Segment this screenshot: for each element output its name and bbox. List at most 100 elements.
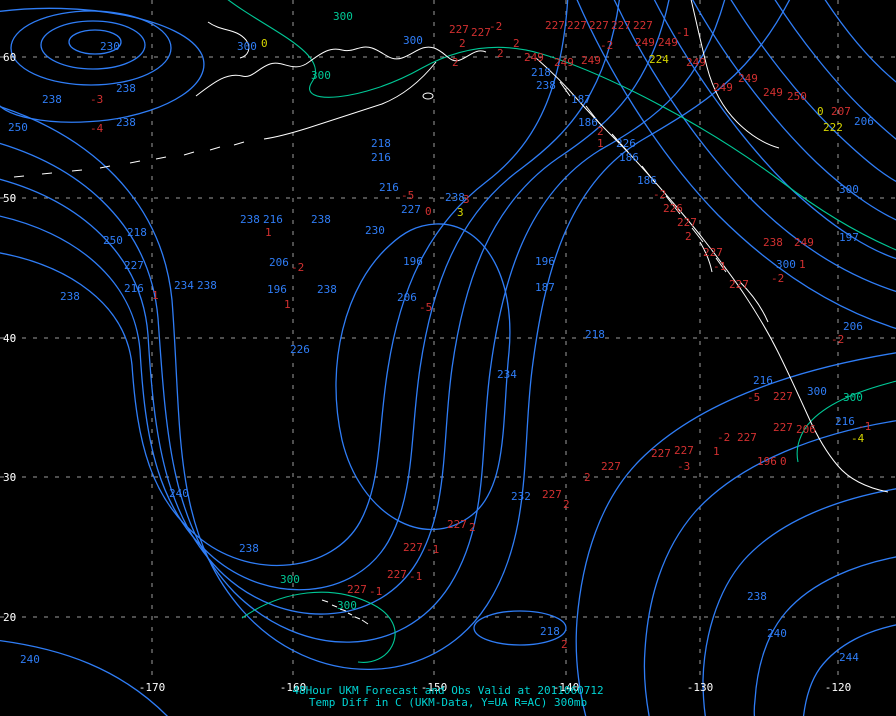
station-value: -2 bbox=[831, 333, 844, 346]
grid-lines bbox=[0, 0, 896, 676]
station-value: 2 bbox=[597, 125, 604, 138]
station-value: 196 bbox=[403, 255, 423, 268]
station-value: 249 bbox=[635, 36, 655, 49]
station-value: 1 bbox=[265, 226, 272, 239]
station-value: 238 bbox=[747, 590, 767, 603]
station-value: 240 bbox=[20, 653, 40, 666]
station-value: 2 bbox=[584, 471, 591, 484]
station-value: 0 bbox=[780, 455, 787, 468]
station-value: 227 bbox=[773, 390, 793, 403]
station-value: 238 bbox=[311, 213, 331, 226]
station-value: 227 bbox=[567, 19, 587, 32]
coastline-islands bbox=[559, 81, 769, 323]
station-value: -3 bbox=[90, 93, 103, 106]
station-value: -2 bbox=[291, 261, 304, 274]
station-value: 249 bbox=[763, 86, 783, 99]
station-value: 226 bbox=[616, 137, 636, 150]
tropopause-lines bbox=[227, 0, 896, 663]
lat-tick-label: 50 bbox=[3, 192, 16, 205]
lat-tick-label: 30 bbox=[3, 471, 16, 484]
station-value: 238 bbox=[536, 79, 556, 92]
station-value: 207 bbox=[831, 105, 851, 118]
station-value: 249 bbox=[686, 56, 706, 69]
station-value: 300 bbox=[839, 183, 859, 196]
station-value: 238 bbox=[116, 82, 136, 95]
station-value: -5 bbox=[419, 301, 432, 314]
station-value: 216 bbox=[753, 374, 773, 387]
station-value: 226 bbox=[663, 202, 683, 215]
contour-line bbox=[613, 0, 896, 293]
station-value: -1 bbox=[676, 26, 689, 39]
station-value: 227 bbox=[449, 23, 469, 36]
station-value: 216 bbox=[379, 181, 399, 194]
station-value: 230 bbox=[100, 40, 120, 53]
station-value: 238 bbox=[445, 191, 465, 204]
station-value: 2 bbox=[469, 521, 476, 534]
station-value: -5 bbox=[747, 391, 760, 404]
lon-tick-label: -150 bbox=[421, 681, 448, 694]
station-value: 300 bbox=[843, 391, 863, 404]
station-value: 300 bbox=[776, 258, 796, 271]
station-value: 186 bbox=[619, 151, 639, 164]
station-value: -2 bbox=[771, 272, 784, 285]
station-value: -2 bbox=[653, 188, 666, 201]
station-value: 2 bbox=[685, 230, 692, 243]
station-value: 227 bbox=[124, 259, 144, 272]
station-value: 216 bbox=[835, 415, 855, 428]
station-value: 300 bbox=[337, 599, 357, 612]
station-value: 216 bbox=[371, 151, 391, 164]
station-value: 227 bbox=[651, 447, 671, 460]
tropopause-line bbox=[227, 0, 896, 251]
station-value: 218 bbox=[127, 226, 147, 239]
station-value: 234 bbox=[497, 368, 517, 381]
station-value: 1 bbox=[152, 289, 159, 302]
station-value: 206 bbox=[843, 320, 863, 333]
station-value: 2 bbox=[497, 47, 504, 60]
station-value: 238 bbox=[42, 93, 62, 106]
contour-line bbox=[643, 420, 896, 716]
station-value: 238 bbox=[116, 116, 136, 129]
contour-ellipse bbox=[68, 29, 122, 55]
station-value: 250 bbox=[103, 234, 123, 247]
station-value: 227 bbox=[403, 541, 423, 554]
station-value: 249 bbox=[581, 54, 601, 67]
station-value: 2 bbox=[513, 37, 520, 50]
station-value: 238 bbox=[240, 213, 260, 226]
coastline-alaska bbox=[195, 46, 487, 97]
station-value: 2 bbox=[563, 498, 570, 511]
station-value: 227 bbox=[773, 421, 793, 434]
station-value: 206 bbox=[397, 291, 417, 304]
contour-line bbox=[702, 488, 896, 716]
lon-tick-label: -130 bbox=[687, 681, 714, 694]
station-value: 300 bbox=[333, 10, 353, 23]
lon-tick-label: -170 bbox=[139, 681, 166, 694]
station-value: 1 bbox=[597, 137, 604, 150]
station-value: 1 bbox=[284, 298, 291, 311]
contour-ellipse bbox=[10, 10, 172, 86]
station-value: 227 bbox=[703, 246, 723, 259]
station-value: -2 bbox=[489, 20, 502, 33]
station-value: 1 bbox=[799, 258, 806, 271]
station-value: 196 bbox=[267, 283, 287, 296]
station-value: 300 bbox=[807, 385, 827, 398]
station-value: 216 bbox=[124, 282, 144, 295]
station-value: 227 bbox=[471, 26, 491, 39]
station-value: 244 bbox=[839, 651, 859, 664]
station-value: 300 bbox=[237, 40, 257, 53]
station-value: 218 bbox=[540, 625, 560, 638]
contour-line bbox=[0, 0, 670, 615]
lat-tick-label: 40 bbox=[3, 332, 16, 345]
contour-line bbox=[802, 624, 896, 716]
station-value: -4 bbox=[851, 432, 865, 445]
contour-line bbox=[576, 0, 896, 330]
coastline-seward bbox=[207, 21, 250, 59]
station-value: 218 bbox=[371, 137, 391, 150]
contour-line bbox=[0, 0, 726, 643]
coastline-ak-peninsula bbox=[263, 61, 437, 140]
station-value: 218 bbox=[531, 66, 551, 79]
station-value: 238 bbox=[197, 279, 217, 292]
lat-tick-label: 60 bbox=[3, 51, 16, 64]
station-value: 300 bbox=[280, 573, 300, 586]
